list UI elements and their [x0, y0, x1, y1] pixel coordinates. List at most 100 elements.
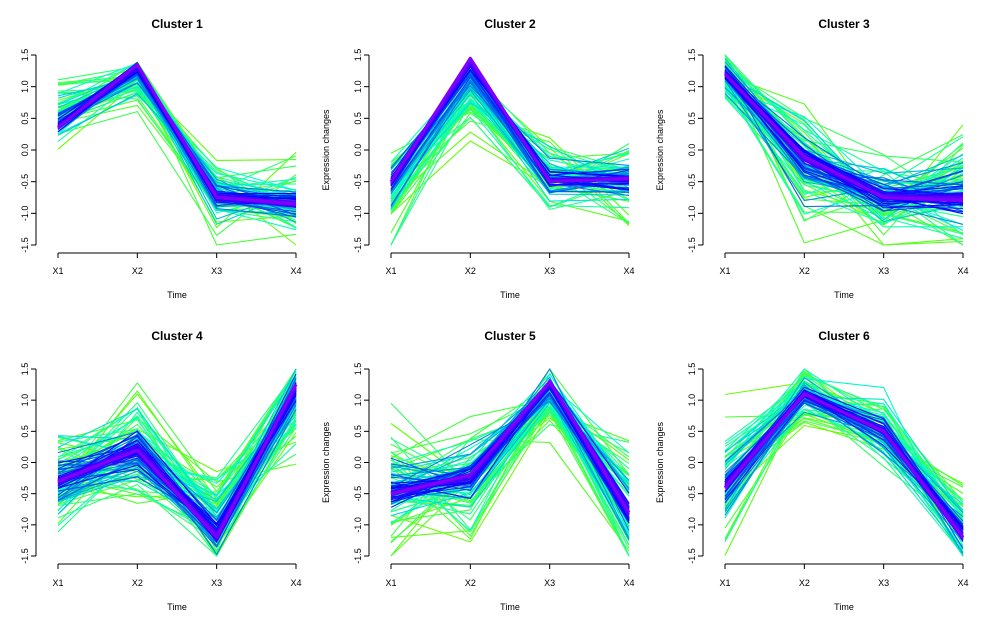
x-tick-label: X3 — [544, 266, 555, 276]
y-tick-label: 0.0 — [353, 456, 363, 469]
y-axis-label: Expression changes — [655, 109, 665, 191]
x-tick-label: X2 — [799, 266, 810, 276]
y-tick-label: 0.0 — [20, 456, 30, 469]
centroid-line — [390, 380, 631, 514]
y-tick-label: -0.5 — [687, 486, 697, 502]
profile-line — [724, 74, 964, 234]
profile-line — [724, 386, 964, 535]
profile-line — [57, 386, 297, 525]
y-tick-label: 0.5 — [20, 425, 30, 438]
panel-title: Cluster 5 — [484, 329, 536, 343]
x-tick-label: X1 — [385, 266, 396, 276]
x-tick-label: X4 — [623, 266, 634, 276]
x-axis: X1 X2 X3 X4 Time — [385, 563, 635, 612]
y-axis-label: Expression changes — [321, 109, 331, 191]
centroid-line — [57, 383, 298, 539]
y-tick-label: 0.5 — [687, 112, 697, 125]
y-tick-label: -1.0 — [353, 517, 363, 533]
y-tick-label: 1.0 — [687, 80, 697, 93]
y-tick-label: -0.5 — [353, 486, 363, 502]
y-tick-label: 1.5 — [353, 363, 363, 376]
y-tick-label: 0.0 — [353, 144, 363, 157]
x-tick-label: X1 — [385, 578, 396, 588]
y-tick-label: 1.5 — [20, 49, 30, 62]
y-tick-label: -0.5 — [20, 174, 30, 190]
y-tick-label: -1.0 — [353, 206, 363, 222]
y-tick-label: -1.5 — [20, 237, 30, 253]
y-tick-label: 0.0 — [687, 144, 697, 157]
y-tick-label: 1.5 — [353, 49, 363, 62]
x-tick-label: X2 — [465, 578, 476, 588]
x-tick-label: X3 — [878, 578, 889, 588]
y-axis-label: Expression changes — [321, 421, 331, 503]
cluster-panel-2: Cluster 2 -1.5 -1.0 -0.5 0.0 0.5 1.0 1.5 Express… — [321, 17, 635, 300]
centroid-line — [723, 72, 964, 203]
y-tick-label: 1.0 — [353, 394, 363, 407]
x-tick-label: X2 — [132, 266, 143, 276]
profile-lines — [390, 368, 631, 557]
y-tick-label: -1.5 — [353, 237, 363, 253]
profile-line — [724, 61, 964, 236]
profile-lines — [389, 56, 630, 246]
y-tick-label: 1.0 — [353, 80, 363, 93]
y-tick-label: 0.0 — [20, 144, 30, 157]
x-tick-label: X1 — [52, 578, 63, 588]
y-axis: -1.5 -1.0 -0.5 0.0 0.5 1.0 1.5 Expression chang… — [321, 49, 370, 253]
x-tick-label: X4 — [957, 578, 968, 588]
y-tick-label: -1.5 — [353, 548, 363, 564]
y-tick-label: 0.5 — [353, 112, 363, 125]
x-axis-label: Time — [834, 290, 854, 300]
y-tick-label: -1.5 — [20, 548, 30, 564]
cluster-panel-4: Cluster 4-1.5-1.0-0.50.00.51.01.5Express… — [20, 329, 302, 612]
x-tick-label: X4 — [290, 578, 301, 588]
x-axis: X1 X2 X3 X4 Time — [719, 252, 969, 300]
y-tick-label: 1.5 — [20, 363, 30, 376]
y-tick-label: -1.0 — [20, 206, 30, 222]
y-tick-label: 1.5 — [687, 363, 697, 376]
x-tick-label: X3 — [211, 266, 222, 276]
x-tick-label: X4 — [623, 578, 634, 588]
x-axis-label: Time — [167, 602, 187, 612]
y-tick-label: 1.0 — [20, 394, 30, 407]
x-tick-label: X2 — [465, 266, 476, 276]
profile-line — [724, 72, 964, 190]
profile-lines — [723, 54, 964, 246]
x-axis: X1 X2 X3 X4 Time — [52, 252, 302, 300]
profile-line — [57, 70, 297, 196]
panel-title: Cluster 6 — [818, 329, 870, 343]
centroid-line — [723, 392, 965, 539]
y-tick-label: -1.0 — [687, 206, 697, 222]
y-tick-label: -0.5 — [687, 174, 697, 190]
x-tick-label: X4 — [290, 266, 301, 276]
cluster-panel-6: Cluster 6 -1.5 -1.0 -0.5 0.0 0.5 1.0 1.5 Express… — [655, 329, 969, 612]
x-axis: X1 X2 X3 X4 Time — [719, 563, 969, 612]
x-axis-label: Time — [500, 602, 520, 612]
x-axis-label: Time — [500, 290, 520, 300]
y-tick-label: 0.5 — [20, 112, 30, 125]
x-axis: X1 X2 X3 X4 Time — [385, 252, 635, 300]
centroid-line — [389, 56, 630, 184]
x-tick-label: X1 — [719, 578, 730, 588]
panel-title: Cluster 4 — [151, 329, 203, 343]
y-tick-label: 0.5 — [687, 425, 697, 438]
y-tick-label: -1.5 — [687, 237, 697, 253]
x-tick-label: X2 — [799, 578, 810, 588]
x-axis-label: Time — [834, 602, 854, 612]
profile-line — [724, 69, 964, 209]
y-tick-label: 1.5 — [687, 49, 697, 62]
y-tick-label: -1.0 — [687, 517, 697, 533]
panel-title: Cluster 1 — [151, 17, 203, 31]
x-tick-label: X3 — [211, 578, 222, 588]
cluster-panel-3: Cluster 3 -1.5 -1.0 -0.5 0.0 0.5 1.0 1.5 Express… — [655, 17, 969, 300]
y-axis-label: Expression changes — [655, 421, 665, 503]
centroid-line — [57, 63, 297, 206]
y-tick-label: -0.5 — [353, 174, 363, 190]
y-tick-label: 1.0 — [20, 80, 30, 93]
cluster-panel-1: Cluster 1-1.5-1.0-0.50.00.51.01.5Express… — [20, 17, 302, 300]
profile-line — [57, 93, 297, 201]
y-tick-label: -1.5 — [687, 548, 697, 564]
